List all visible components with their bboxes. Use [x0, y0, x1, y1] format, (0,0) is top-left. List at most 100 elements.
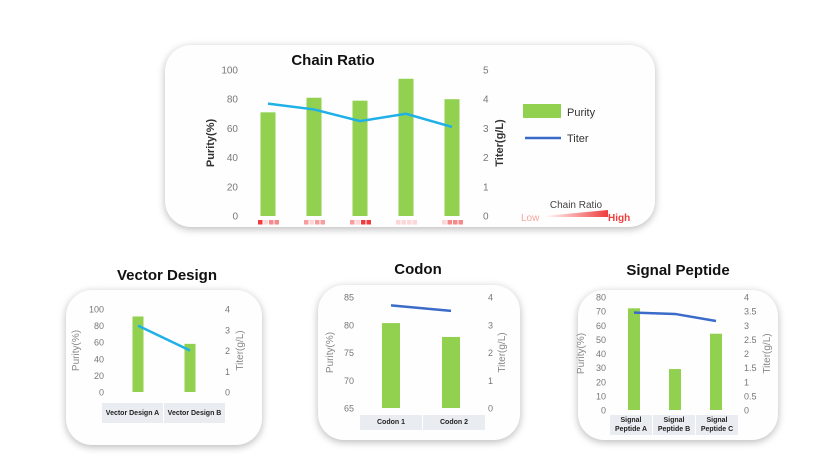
y-tick-label: 70 [596, 307, 606, 317]
chain-ratio-heat-cell [458, 220, 463, 225]
category-label: Vector Design A [102, 403, 164, 423]
y2-tick-label: 0.5 [744, 391, 757, 401]
chain-ratio-heat-cell [361, 220, 366, 225]
legend-titer-label: Titer [567, 133, 589, 145]
heat-legend-title: Chain Ratio [550, 200, 603, 211]
category-label: Signal Peptide A [610, 415, 653, 435]
y2-tick-label: 4 [744, 293, 749, 303]
heat-legend-low: Low [521, 213, 540, 224]
y-axis-label: Purity(%) [71, 330, 82, 371]
y2-tick-label: 2 [483, 153, 489, 164]
y-axis-label: Purity(%) [325, 332, 336, 373]
y2-tick-label: 3.5 [744, 307, 757, 317]
chain-ratio-heat-cell [355, 220, 360, 225]
y2-tick-label: 1 [225, 367, 230, 377]
chain-ratio-heat-cell [258, 220, 263, 225]
y-tick-label: 80 [94, 321, 104, 331]
y-tick-label: 50 [596, 335, 606, 345]
y2-tick-label: 2 [744, 349, 749, 359]
y-axis-label: Purity(%) [205, 119, 217, 168]
legend-purity-label: Purity [567, 107, 596, 119]
y-tick-label: 0 [601, 406, 606, 416]
y-tick-label: 40 [94, 354, 104, 364]
y2-tick-label: 4 [488, 293, 493, 303]
codon-card [318, 285, 520, 440]
y-tick-label: 0 [99, 388, 104, 398]
y2-tick-label: 2 [225, 346, 230, 356]
purity-bar [444, 99, 460, 216]
y2-axis-label: Titer(g/L) [235, 330, 246, 370]
category-label: Vector Design B [164, 403, 226, 423]
y2-tick-label: 4 [483, 95, 489, 106]
y-tick-label: 30 [596, 363, 606, 373]
chain-ratio-heat-cell [412, 220, 417, 225]
y-tick-label: 100 [221, 66, 238, 77]
chart-title: Codon [394, 261, 442, 278]
y-tick-label: 100 [89, 305, 104, 315]
y-tick-label: 0 [232, 212, 238, 223]
y-tick-label: 85 [344, 293, 354, 303]
y2-tick-label: 3 [225, 325, 230, 335]
chain-ratio-heat-cell [315, 220, 320, 225]
y-tick-label: 20 [94, 371, 104, 381]
category-label: Signal Peptide C [696, 415, 739, 435]
category-label: Codon 2 [423, 415, 486, 430]
purity-bar [260, 112, 276, 216]
y-tick-label: 80 [596, 293, 606, 303]
y2-tick-label: 2 [488, 348, 493, 358]
y2-tick-label: 0 [744, 406, 749, 416]
heat-legend-high: High [608, 213, 630, 224]
y-tick-label: 70 [344, 376, 354, 386]
chain-ratio-heat-cell [263, 220, 268, 225]
purity-bar [132, 316, 144, 392]
purity-bar [306, 97, 322, 216]
y2-tick-label: 3 [488, 320, 493, 330]
y2-tick-label: 3 [744, 321, 749, 331]
purity-bar [442, 336, 460, 408]
y2-tick-label: 1 [488, 376, 493, 386]
chart-title: Vector Design [116, 267, 218, 284]
y2-tick-label: 3 [483, 124, 489, 135]
titer-line [267, 102, 453, 129]
y-tick-label: 60 [227, 124, 239, 135]
titer-line [137, 324, 191, 352]
y2-axis-label: Titer(g/L) [762, 333, 773, 373]
y-tick-label: 10 [596, 391, 606, 401]
y2-axis-label: Titer(g/L) [494, 119, 506, 167]
category-label: Signal Peptide B [653, 415, 696, 435]
legend-purity-swatch [523, 104, 561, 118]
y2-tick-label: 0 [225, 388, 230, 398]
purity-bar [184, 343, 196, 392]
chain-ratio-heat-cell [320, 220, 325, 225]
y-tick-label: 80 [344, 320, 354, 330]
chain-ratio-heat-cell [447, 220, 452, 225]
chain-ratio-heat-cell [453, 220, 458, 225]
y2-tick-label: 4 [225, 305, 230, 315]
y-tick-label: 40 [227, 153, 239, 164]
chain-ratio-heat-cell [304, 220, 309, 225]
y2-tick-label: 1 [483, 182, 489, 193]
heat-legend-gradient [544, 210, 608, 217]
purity-bar [669, 369, 681, 410]
titer-line [390, 304, 452, 313]
y-axis-label: Purity(%) [576, 333, 587, 374]
y2-tick-label: 2.5 [744, 335, 757, 345]
purity-bar [628, 308, 640, 410]
y-tick-label: 75 [344, 348, 354, 358]
chart-title: Chain Ratio [291, 52, 375, 69]
chain-ratio-heat-cell [396, 220, 401, 225]
y-tick-label: 20 [596, 377, 606, 387]
chain-ratio-heat-cell [407, 220, 412, 225]
chain-ratio-heat-cell [309, 220, 314, 225]
chain-ratio-heat-cell [274, 220, 279, 225]
y2-tick-label: 5 [483, 66, 489, 77]
chain-ratio-heat-cell [442, 220, 447, 225]
y2-tick-label: 1.5 [744, 363, 757, 373]
purity-bar [710, 333, 722, 410]
chain-ratio-heat-cell [350, 220, 355, 225]
y2-tick-label: 0 [488, 404, 493, 414]
purity-bar [382, 323, 400, 408]
y-tick-label: 60 [596, 321, 606, 331]
category-label: Codon 1 [360, 415, 423, 430]
